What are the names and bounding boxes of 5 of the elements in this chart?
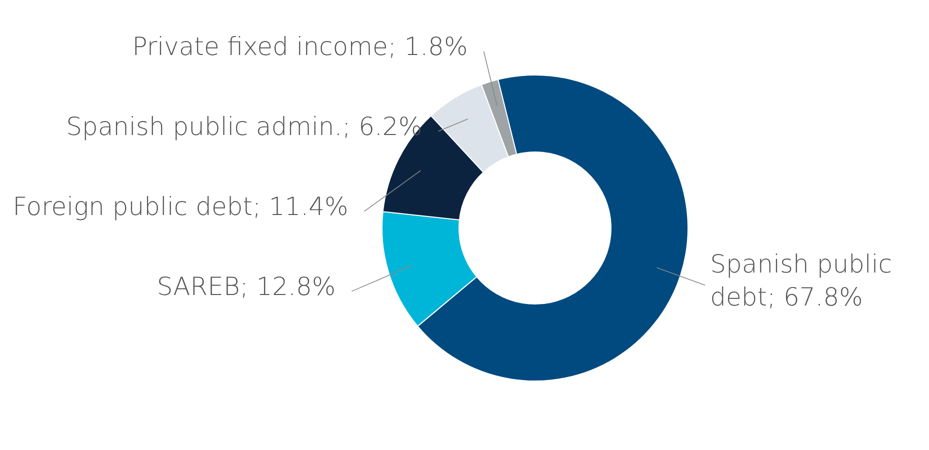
slice-label: SAREB; 12.8%	[156, 272, 336, 301]
slice-label: Private fixed income; 1.8%	[132, 32, 468, 61]
slice-label: Spanish public admin.; 6.2%	[66, 112, 422, 141]
slice-label: Spanish public debt; 67.8%	[710, 249, 892, 312]
slice-label: Foreign public debt; 11.4%	[12, 192, 348, 221]
